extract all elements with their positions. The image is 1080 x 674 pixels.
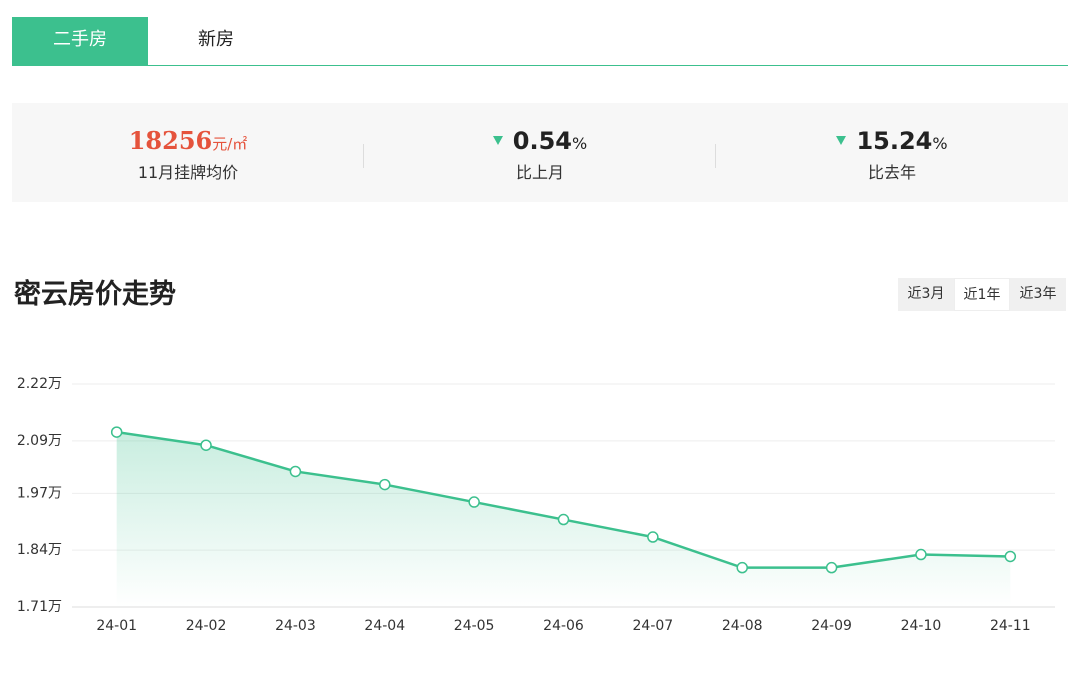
point [289, 465, 302, 478]
y-tick-label: 2.22万 [17, 376, 62, 392]
y-tick-label: 1.84万 [17, 542, 62, 558]
y-tick-label: 1.97万 [17, 485, 62, 501]
chart-title: 密云房价走势 [14, 279, 176, 310]
point [557, 513, 570, 526]
x-tick-label: 24-02 [186, 618, 227, 634]
x-tick-label: 24-06 [543, 618, 584, 634]
divider [363, 144, 364, 168]
x-tick-label: 24-08 [722, 618, 763, 634]
stat: 15.24% 比去年 [716, 103, 1068, 202]
point [915, 548, 927, 561]
stat-label: 比上月 [515, 163, 564, 182]
stat-label: 比去年 [867, 163, 916, 182]
stats-panel: 18256元/㎡ 11月挂牌均价 0.54% 比上月 15.24% 比去年 [12, 103, 1068, 202]
range-button[interactable]: 近3月 [898, 278, 954, 311]
stat: 18256元/㎡ 11月挂牌均价 [12, 103, 364, 202]
x-tick-label: 24-11 [990, 618, 1031, 634]
stat: 0.54% 比上月 [364, 103, 716, 202]
point [468, 496, 480, 508]
divider [715, 144, 716, 168]
point [825, 561, 838, 574]
range-selector: 近3月 近1年 近3年 [898, 278, 1066, 311]
stat-value: 15.24 [856, 127, 933, 155]
x-tick-label: 24-05 [454, 618, 495, 634]
point [647, 531, 659, 543]
point [379, 478, 391, 491]
stat-label: 11月挂牌均价 [137, 163, 239, 182]
line [116, 430, 1011, 569]
y-tick-label: 2.09万 [17, 433, 62, 449]
point [110, 426, 123, 438]
x-tick-label: 24-09 [811, 618, 852, 634]
down-arrow [492, 136, 503, 145]
stat-unit: % [932, 134, 948, 153]
down-arrow [836, 136, 847, 145]
range-button[interactable]: 近3年 [1010, 278, 1066, 311]
point [736, 561, 748, 574]
range-button[interactable]: 近1年 [954, 278, 1010, 311]
tab-bar: 二手房 新房 [12, 17, 1068, 66]
y-tick-label: 1.71万 [17, 599, 62, 615]
stat-value: 0.54 [512, 127, 572, 155]
stat-unit: 元/㎡ [212, 135, 248, 153]
point [200, 439, 212, 451]
x-tick-label: 24-01 [96, 618, 137, 634]
x-tick-label: 24-03 [275, 618, 316, 634]
point [1004, 550, 1017, 563]
stat-value: 18256 [128, 126, 213, 155]
x-tick-label: 24-10 [901, 618, 942, 634]
tab[interactable]: 新房 [198, 29, 234, 50]
tab[interactable]: 二手房 [12, 17, 148, 65]
area [116, 432, 1011, 607]
x-tick-label: 24-07 [633, 618, 674, 634]
x-tick-label: 24-04 [364, 618, 405, 634]
stat-unit: % [572, 134, 588, 153]
